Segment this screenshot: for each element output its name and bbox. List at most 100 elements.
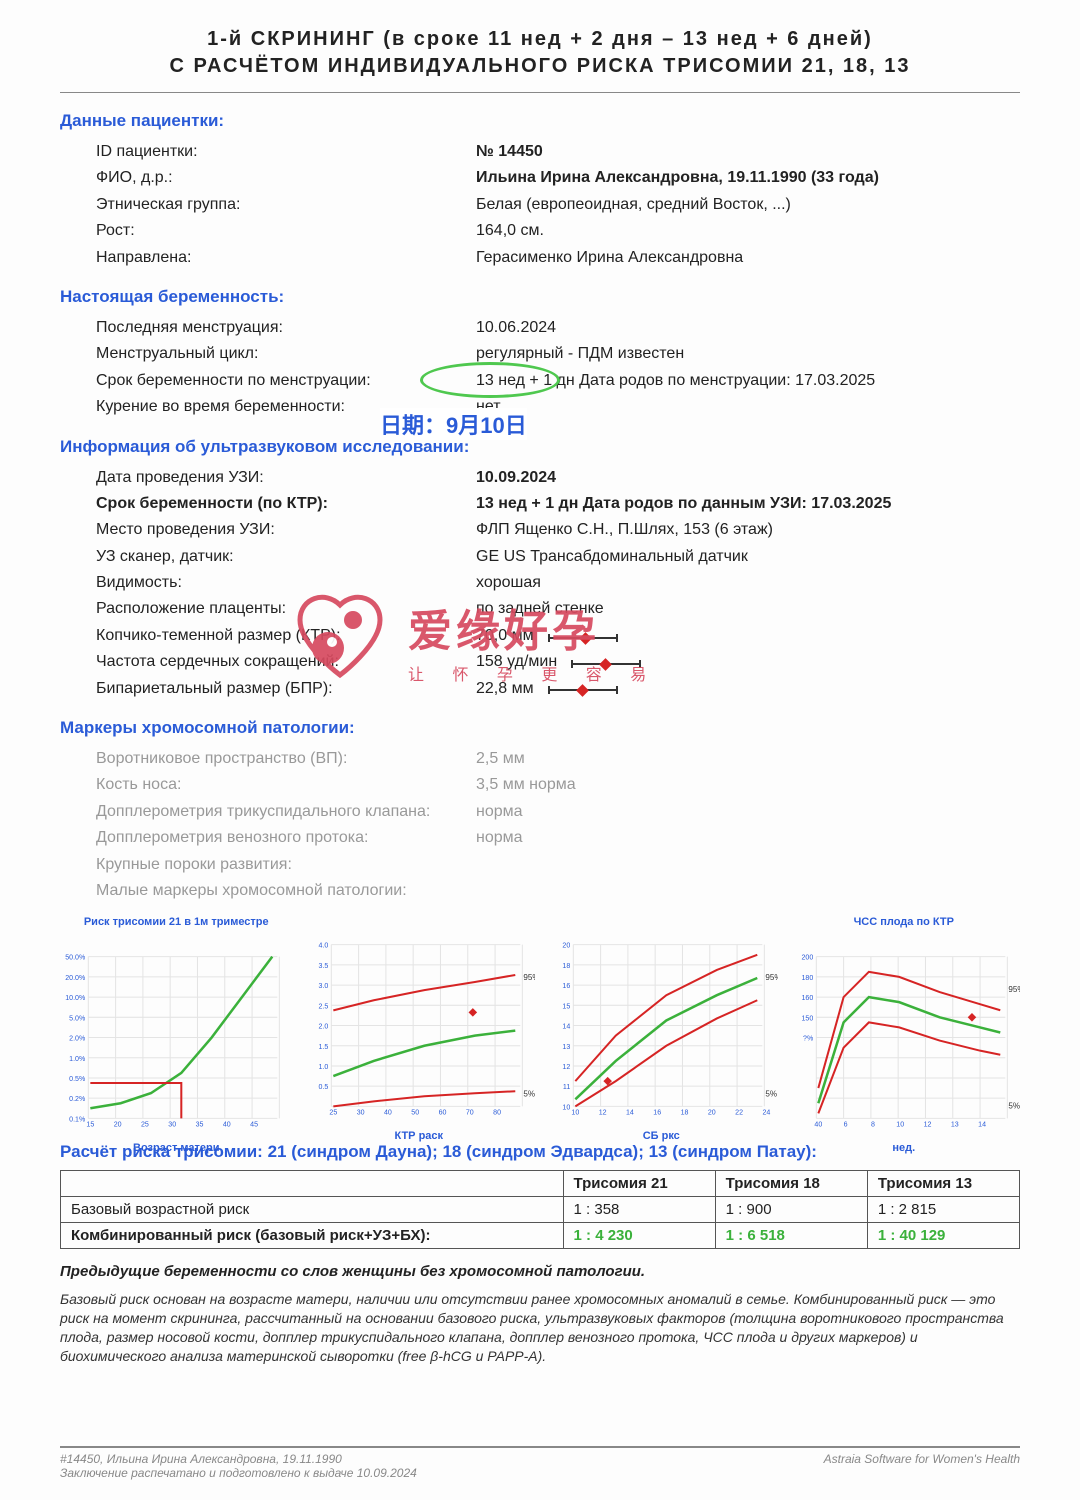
field-row: Последняя менструация:10.06.2024 — [60, 315, 1020, 341]
note-body: Базовый риск основан на возрасте матери,… — [60, 1290, 1020, 1366]
svg-text:20.0%: 20.0% — [65, 975, 86, 982]
field-label: Менструальный цикл: — [96, 343, 476, 365]
svg-text:3.5: 3.5 — [318, 963, 328, 970]
svg-text:25: 25 — [141, 1122, 149, 1129]
svg-text:5%: 5% — [523, 1090, 535, 1099]
footer-left2: Заключение распечатано и подготовлено к … — [60, 1466, 417, 1480]
svg-text:40: 40 — [383, 1110, 391, 1117]
svg-text:0.2%: 0.2% — [69, 1097, 86, 1104]
chart: 201816151413121110101214161820222495%5%С… — [545, 916, 778, 1126]
field-value: № 14450 — [476, 141, 1020, 163]
field-value: Ильина Ирина Александровна, 19.11.1990 (… — [476, 167, 1020, 189]
table-header — [61, 1171, 564, 1197]
svg-text:180: 180 — [801, 975, 813, 982]
svg-text:60: 60 — [438, 1110, 446, 1117]
chart-xlabel: нед. — [788, 1142, 1021, 1154]
svg-text:50: 50 — [411, 1110, 419, 1117]
svg-text:8: 8 — [870, 1122, 874, 1129]
field-value: 2,5 мм — [476, 748, 1020, 770]
field-row: Менструальный цикл:регулярный - ПДМ изве… — [60, 341, 1020, 367]
svg-text:40: 40 — [814, 1122, 822, 1129]
svg-text:14: 14 — [978, 1122, 986, 1129]
svg-text:2.5: 2.5 — [318, 1004, 328, 1011]
svg-text:35: 35 — [196, 1122, 204, 1129]
svg-text:4.0: 4.0 — [318, 943, 328, 950]
ultrasound-heading: Информация об ультразвуковом исследовани… — [60, 437, 1020, 457]
svg-text:12: 12 — [923, 1122, 931, 1129]
row-label: Базовый возрастной риск — [61, 1197, 564, 1223]
note-head: Предыдущие беременности со слов женщины … — [60, 1263, 1020, 1280]
pregnancy-heading: Настоящая беременность: — [60, 287, 1020, 307]
svg-text:2.0: 2.0 — [318, 1024, 328, 1031]
svg-text:0.1%: 0.1% — [69, 1117, 86, 1124]
svg-text:150: 150 — [801, 1016, 813, 1023]
chart-title: ЧСС плода по КТР — [788, 916, 1021, 928]
svg-text:10: 10 — [896, 1122, 904, 1129]
chart: ЧСС плода по КТР200180160150?%4068101213… — [788, 916, 1021, 1126]
field-value — [476, 854, 1020, 876]
risk-value: 1 : 40 129 — [867, 1223, 1019, 1249]
field-label: Воротниковое пространство (ВП): — [96, 748, 476, 770]
svg-text:3.0: 3.0 — [318, 984, 328, 991]
field-row: Малые маркеры хромосомной патологии: — [60, 878, 1020, 904]
svg-text:5%: 5% — [1008, 1102, 1020, 1111]
svg-text:15: 15 — [86, 1122, 94, 1129]
risk-value: 1 : 2 815 — [867, 1197, 1019, 1223]
chart: Риск трисомии 21 в 1м триместре50.0%20.0… — [60, 916, 293, 1126]
chart-xlabel: КТР раск — [303, 1130, 536, 1142]
field-label: Крупные пороки развития: — [96, 854, 476, 876]
svg-text:160: 160 — [801, 996, 813, 1003]
field-value: норма — [476, 801, 1020, 823]
svg-text:13: 13 — [950, 1122, 958, 1129]
field-label: Срок беременности (по КТР): — [96, 493, 476, 515]
logo-icon — [280, 590, 400, 690]
table-header: Трисомия 21 — [563, 1171, 715, 1197]
svg-text:1.0%: 1.0% — [69, 1056, 86, 1063]
svg-text:16: 16 — [562, 984, 570, 991]
svg-text:30: 30 — [168, 1122, 176, 1129]
field-label: Допплерометрия трикуспидального клапана: — [96, 801, 476, 823]
svg-text:11: 11 — [563, 1085, 570, 1092]
field-value: Белая (европеоидная, средний Восток, ...… — [476, 194, 1020, 216]
field-row: Кость носа:3,5 мм норма — [60, 772, 1020, 798]
field-row: Срок беременности (по КТР):13 нед + 1 дн… — [60, 491, 1020, 517]
chart: 4.03.53.02.52.01.51.00.52530405060708095… — [303, 916, 536, 1126]
title-block: 1-й СКРИНИНГ (в сроке 11 нед + 2 дня – 1… — [60, 28, 1020, 78]
svg-text:40: 40 — [223, 1122, 231, 1129]
risk-value: 1 : 900 — [715, 1197, 867, 1223]
markers-rows: Воротниковое пространство (ВП):2,5 ммКос… — [60, 746, 1020, 904]
field-row: Рост:164,0 см. — [60, 218, 1020, 244]
field-row: Место проведения УЗИ:ФЛП Ященко С.Н., П.… — [60, 517, 1020, 543]
field-label: Дата проведения УЗИ: — [96, 467, 476, 489]
table-header: Трисомия 18 — [715, 1171, 867, 1197]
svg-text:0.5: 0.5 — [318, 1085, 328, 1092]
field-row: Курение во время беременности:нет — [60, 394, 1020, 420]
field-row: ID пациентки:№ 14450 — [60, 139, 1020, 165]
svg-text:5%: 5% — [765, 1090, 777, 1099]
footer-left1: #14450, Ильина Ирина Александровна, 19.1… — [60, 1452, 417, 1466]
svg-text:30: 30 — [356, 1110, 364, 1117]
svg-text:16: 16 — [653, 1110, 661, 1117]
divider — [60, 92, 1020, 93]
svg-text:5.0%: 5.0% — [69, 1016, 86, 1023]
field-label: Последняя менструация: — [96, 317, 476, 339]
svg-text:70: 70 — [465, 1110, 473, 1117]
field-row: Воротниковое пространство (ВП):2,5 мм — [60, 746, 1020, 772]
logo-sub-text: 让 怀 孕 更 容 易 — [408, 661, 658, 685]
field-label: Место проведения УЗИ: — [96, 519, 476, 541]
field-value: норма — [476, 827, 1020, 849]
patient-heading: Данные пациентки: — [60, 111, 1020, 131]
field-row: Этническая группа:Белая (европеоидная, с… — [60, 192, 1020, 218]
page: 1-й СКРИНИНГ (в сроке 11 нед + 2 дня – 1… — [0, 0, 1080, 1500]
field-value: Герасименко Ирина Александровна — [476, 247, 1020, 269]
svg-text:14: 14 — [626, 1110, 634, 1117]
field-value: 10.09.2024 — [476, 467, 1020, 489]
overlay-date-label: 日期：9月10日 — [380, 408, 527, 440]
markers-heading: Маркеры хромосомной патологии: — [60, 718, 1020, 738]
table-header: Трисомия 13 — [867, 1171, 1019, 1197]
svg-text:14: 14 — [562, 1024, 570, 1031]
svg-text:80: 80 — [493, 1110, 501, 1117]
svg-text:0.5%: 0.5% — [69, 1076, 86, 1083]
table-row: Комбинированный риск (базовый риск+УЗ+БХ… — [61, 1223, 1020, 1249]
svg-text:12: 12 — [599, 1110, 607, 1117]
